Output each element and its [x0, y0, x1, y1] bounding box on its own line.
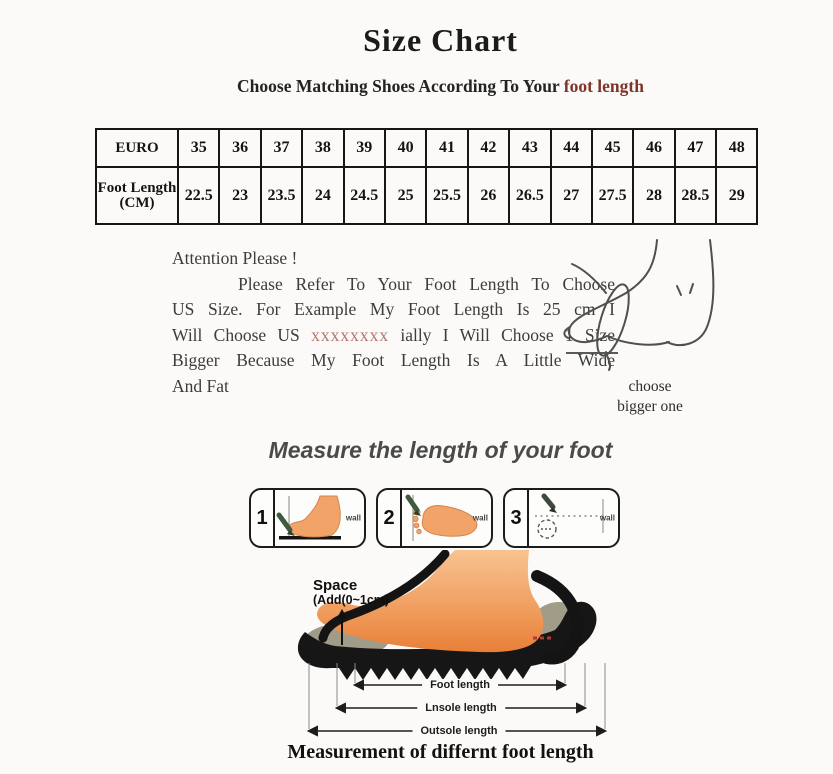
- foot-length-cell: 28: [632, 166, 676, 225]
- big-toe-line: [563, 326, 571, 339]
- foot-length-cell: 23.5: [259, 166, 304, 225]
- shoe-upper-edge: [318, 550, 450, 643]
- attention-line: And Fat: [172, 375, 229, 396]
- foot-length-cell: 24: [301, 166, 345, 225]
- outsole: [297, 601, 597, 680]
- attention-line: Please Refer To Your Foot Length To Choo…: [238, 273, 615, 294]
- step-number: 2: [378, 490, 402, 546]
- pencil-icon: [541, 493, 557, 513]
- foot-length-cell: 28.5: [673, 166, 718, 225]
- euro-size-cell: 44: [549, 128, 593, 168]
- wall-label: wall: [599, 513, 615, 523]
- sole-line: [606, 335, 670, 346]
- ankle-marks: [676, 283, 694, 296]
- euro-size-cell: 47: [673, 128, 718, 168]
- euro-size-cell: 38: [301, 128, 345, 168]
- step1-graphic: [276, 495, 341, 540]
- foot-length-cell: 29: [715, 166, 759, 225]
- space-arrow: [337, 609, 347, 645]
- pencil-icon: [276, 512, 295, 536]
- size-table: EURO 35 36 37 38 39 40 41 42 43 44 45 46…: [95, 128, 759, 225]
- euro-size-cell: 39: [342, 128, 386, 168]
- footprint-icon: [421, 505, 478, 537]
- dashed-circle: [537, 519, 557, 539]
- space-label: Space (Add(0~1cm): [313, 577, 390, 607]
- foot-length-cell: 23: [218, 166, 262, 225]
- subtitle-highlight: foot length: [563, 76, 644, 96]
- redacted-text: xxxxxxxx: [311, 324, 390, 345]
- subtitle: Choose Matching Shoes According To Your …: [48, 76, 833, 97]
- measure-steps: 1 wall 2: [249, 488, 621, 548]
- pencil-icon: [405, 494, 421, 516]
- measuring-loop: [596, 283, 630, 357]
- foot-length-cell: 24.5: [342, 166, 386, 225]
- euro-size-cell: 37: [259, 128, 304, 168]
- euro-size-cell: 41: [425, 128, 469, 168]
- foot-length-cell: 27.5: [590, 166, 635, 225]
- foot-measure-illustration: [563, 239, 715, 371]
- page-title: Size Chart: [363, 22, 518, 58]
- bottom-caption: Measurement of differnt foot length: [287, 741, 594, 763]
- toe-dot: [413, 522, 420, 529]
- foot-length-cell: 25.5: [425, 166, 469, 225]
- euro-size-cell: 48: [715, 128, 759, 168]
- foot-side-icon: [287, 495, 341, 538]
- leg-back-line: [666, 239, 715, 346]
- attention-block: Attention Please ! Please Refer To Your …: [172, 246, 615, 399]
- measurement-label: Foot length: [422, 679, 498, 691]
- paper-line: [279, 536, 341, 540]
- subtitle-text: Choose Matching Shoes According To Your: [237, 76, 564, 96]
- attention-heading: Attention Please !: [172, 248, 298, 268]
- euro-size-cell: 43: [508, 128, 552, 168]
- wall-label: wall: [345, 513, 361, 523]
- euro-size-cell: 36: [218, 128, 262, 168]
- table-row-footlength: Foot Length (CM) 22.5 23 23.5 24 24.5 25…: [95, 166, 759, 225]
- wide-connector-line: [566, 352, 618, 354]
- toe-dot: [412, 515, 419, 523]
- measurement-arrows: Foot length Lnsole length Outsole length: [293, 663, 623, 741]
- attention-line: Will Choose US xxxxxxxx ially I Will Cho…: [172, 324, 616, 345]
- step2-graphic: [405, 494, 478, 541]
- euro-header: EURO: [95, 128, 179, 168]
- table-row-euro: EURO 35 36 37 38 39 40 41 42 43 44 45 46…: [95, 128, 759, 168]
- euro-size-cell: 46: [632, 128, 676, 168]
- foot-length-cell: 27: [549, 166, 593, 225]
- toe-dot: [416, 528, 422, 535]
- foot-length-cell: 22.5: [176, 166, 221, 225]
- measurement-label: Lnsole length: [417, 702, 505, 714]
- attention-line: US Size. For Example My Foot Length Is 2…: [172, 299, 615, 319]
- wall-label: wall: [472, 513, 488, 523]
- choose-bigger-caption: choose bigger one: [617, 378, 683, 415]
- measurement-label: Outsole length: [412, 725, 506, 737]
- footlength-header: Foot Length (CM): [95, 166, 179, 225]
- euro-size-cell: 42: [466, 128, 511, 168]
- foot-length-cell: 25: [383, 166, 428, 225]
- tape-line: [571, 263, 607, 294]
- foot-length-cell: 26.5: [508, 166, 552, 225]
- foot-shape: [317, 550, 544, 653]
- step-number: 3: [505, 490, 529, 546]
- step3-graphic: [535, 493, 607, 539]
- euro-size-cell: 35: [176, 128, 221, 168]
- euro-size-cell: 45: [590, 128, 635, 168]
- step-panel-1: 1 wall: [249, 488, 366, 548]
- heel-collar: [531, 570, 584, 665]
- foot-length-cell: 26: [466, 166, 511, 225]
- step-number: 1: [251, 490, 275, 546]
- attention-line: Bigger Because My Foot Length Is A Littl…: [172, 350, 615, 370]
- loop-strap: [605, 351, 612, 371]
- step-panel-2: 2 wall: [376, 488, 493, 548]
- shoe-cross-section: [297, 550, 597, 680]
- step-panel-3: 3 wall: [503, 488, 620, 548]
- euro-size-cell: 40: [383, 128, 428, 168]
- measure-heading: Measure the length of your foot: [268, 437, 613, 463]
